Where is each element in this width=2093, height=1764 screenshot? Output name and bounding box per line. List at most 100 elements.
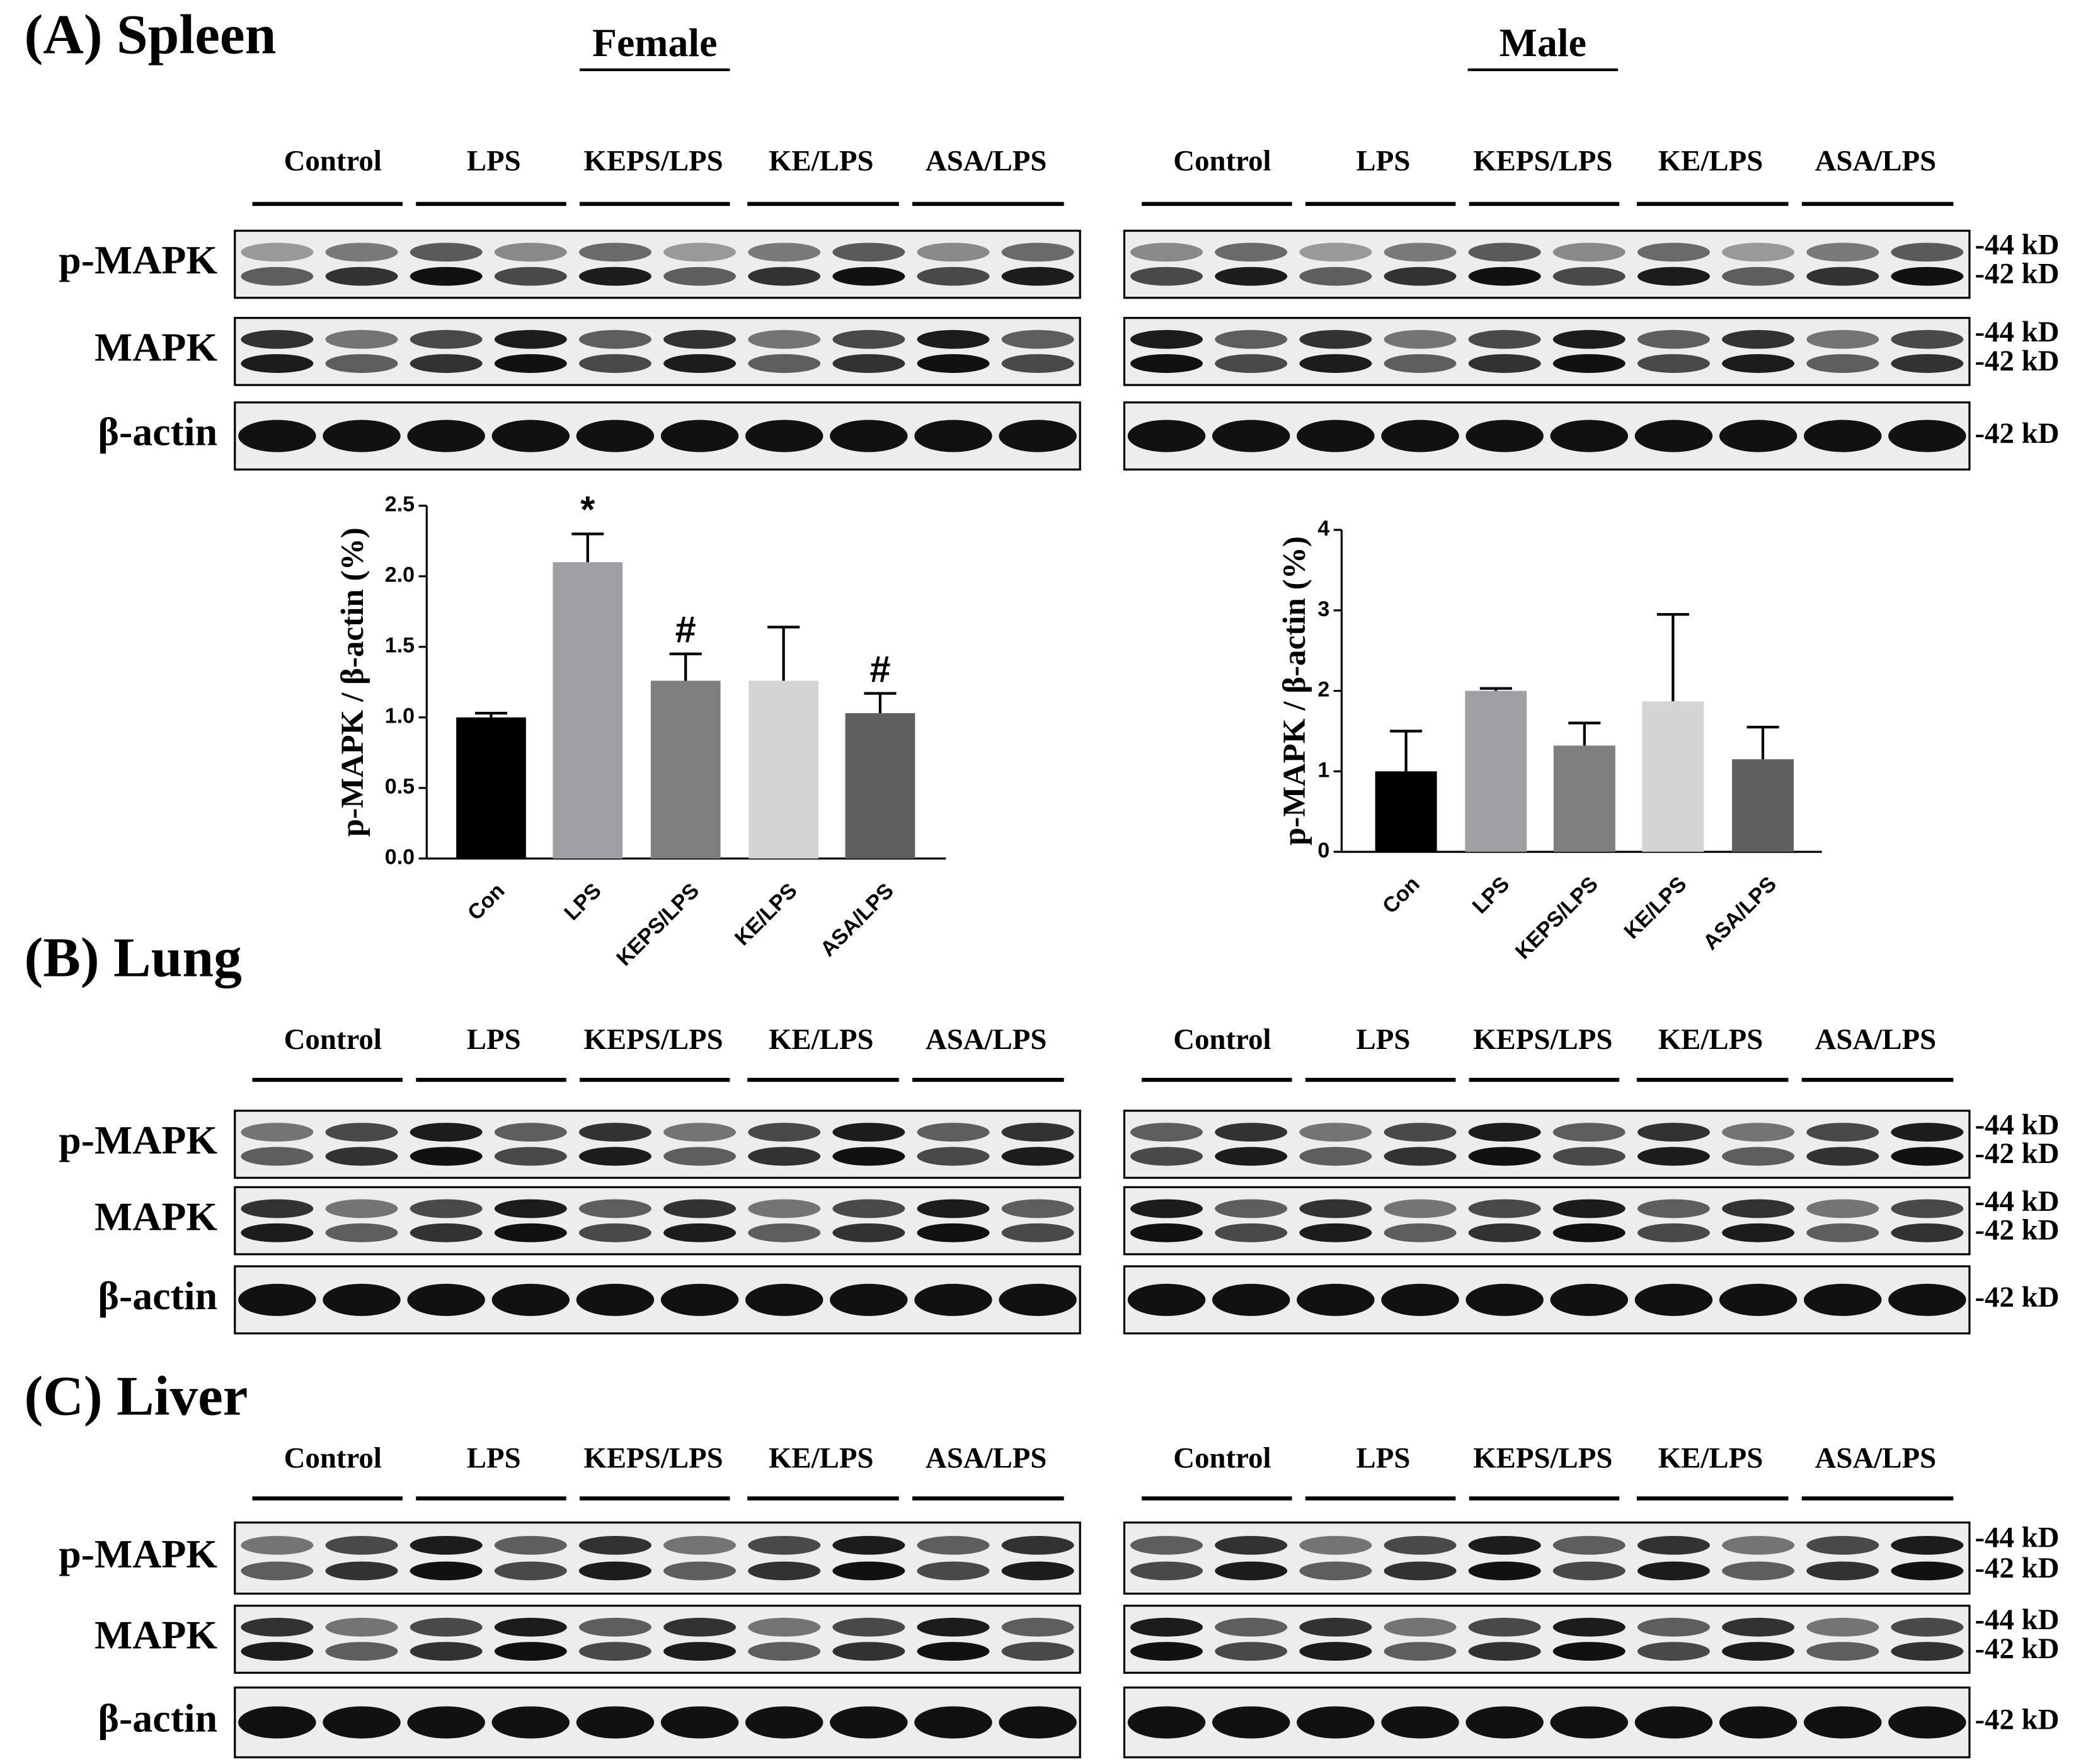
band — [1130, 1123, 1203, 1142]
marker-label: -42 kD — [1975, 1137, 2059, 1170]
band — [663, 266, 737, 286]
band — [663, 243, 737, 262]
sex-header: Female — [592, 20, 718, 65]
lane-group-label: KEPS/LPS — [584, 1023, 723, 1056]
band — [1001, 1223, 1074, 1242]
band — [917, 1561, 990, 1581]
band — [832, 1642, 905, 1661]
band — [241, 1642, 314, 1661]
marker-label: -42 kD — [1975, 1214, 2059, 1247]
band — [578, 1535, 651, 1555]
lane-group-label: ASA/LPS — [926, 1442, 1047, 1475]
significance-mark: # — [675, 609, 696, 651]
y-tick-label: 1.0 — [385, 704, 415, 728]
band — [748, 1561, 821, 1581]
band — [1719, 1706, 1798, 1739]
marker-label: -42 kD — [1975, 345, 2059, 377]
band — [748, 1535, 821, 1555]
blot-box — [1123, 1605, 1971, 1674]
band — [1722, 329, 1795, 349]
lane-group-label: KE/LPS — [769, 145, 874, 178]
band — [494, 1147, 567, 1166]
band — [491, 420, 570, 452]
band — [748, 1642, 821, 1661]
band — [1550, 1706, 1629, 1739]
band — [748, 1223, 821, 1242]
band — [410, 329, 483, 349]
bar — [748, 680, 819, 859]
bar — [1375, 771, 1437, 852]
marker-label: -42 kD — [1975, 417, 2059, 450]
lane-group-label: ASA/LPS — [1815, 1023, 1937, 1056]
marker-label: -42 kD — [1975, 1281, 2059, 1314]
band — [999, 1706, 1077, 1739]
band — [1891, 1642, 1964, 1661]
band — [323, 1283, 401, 1316]
band — [1637, 1535, 1710, 1555]
band — [745, 1706, 823, 1739]
row-label: β-actin — [98, 1273, 217, 1318]
lane-group-label: KEPS/LPS — [1473, 145, 1612, 178]
band — [1806, 329, 1879, 349]
bar — [650, 680, 721, 859]
lane-group-label: ASA/LPS — [1815, 145, 1937, 178]
band — [1637, 329, 1710, 349]
band — [1722, 243, 1795, 262]
blot-box — [234, 229, 1081, 299]
band — [494, 1642, 567, 1661]
band — [1634, 1706, 1713, 1739]
band — [1384, 354, 1457, 373]
band — [494, 1561, 567, 1581]
band — [832, 1535, 905, 1555]
band — [1468, 243, 1541, 262]
band — [1552, 266, 1626, 286]
band — [663, 354, 737, 373]
band — [1719, 420, 1798, 452]
band — [745, 1283, 823, 1316]
band — [1215, 1223, 1288, 1242]
band — [1127, 1706, 1206, 1739]
band — [1299, 243, 1372, 262]
marker-label: -44 kD — [1975, 316, 2059, 348]
lane-group-label: LPS — [467, 1442, 521, 1475]
blot-box — [1123, 1186, 1971, 1256]
marker-label: -42 kD — [1975, 257, 2059, 290]
band — [1806, 354, 1879, 373]
band — [1891, 1561, 1964, 1581]
band — [1468, 1617, 1541, 1637]
band — [1297, 1706, 1375, 1739]
band — [410, 1223, 483, 1242]
band — [832, 266, 905, 286]
band — [1384, 329, 1457, 349]
band — [1722, 266, 1795, 286]
band — [494, 1617, 567, 1637]
band — [663, 1123, 737, 1142]
band — [491, 1706, 570, 1739]
band — [491, 1283, 570, 1316]
band — [325, 1617, 398, 1637]
blot-box — [1123, 229, 1971, 299]
band — [578, 1147, 651, 1166]
band — [1891, 354, 1964, 373]
band — [1130, 329, 1203, 349]
band — [1468, 1561, 1541, 1581]
band — [578, 329, 651, 349]
band — [1637, 1617, 1710, 1637]
y-tick-label: 0.5 — [385, 775, 415, 799]
blot-female: Control LPS KEPS/LPS KE/LPS ASA/LPS p-MAPK MAP… — [59, 1023, 1081, 1335]
band — [660, 1283, 739, 1316]
band — [1127, 420, 1206, 452]
band — [241, 266, 314, 286]
band — [407, 420, 485, 452]
band — [410, 1561, 483, 1581]
bar — [553, 562, 623, 859]
band — [494, 1223, 567, 1242]
band — [410, 266, 483, 286]
band — [832, 1123, 905, 1142]
band — [1299, 1199, 1372, 1218]
band — [663, 1223, 737, 1242]
band — [1130, 266, 1203, 286]
band — [1381, 1283, 1459, 1316]
lane-group-label: LPS — [1356, 1442, 1411, 1475]
